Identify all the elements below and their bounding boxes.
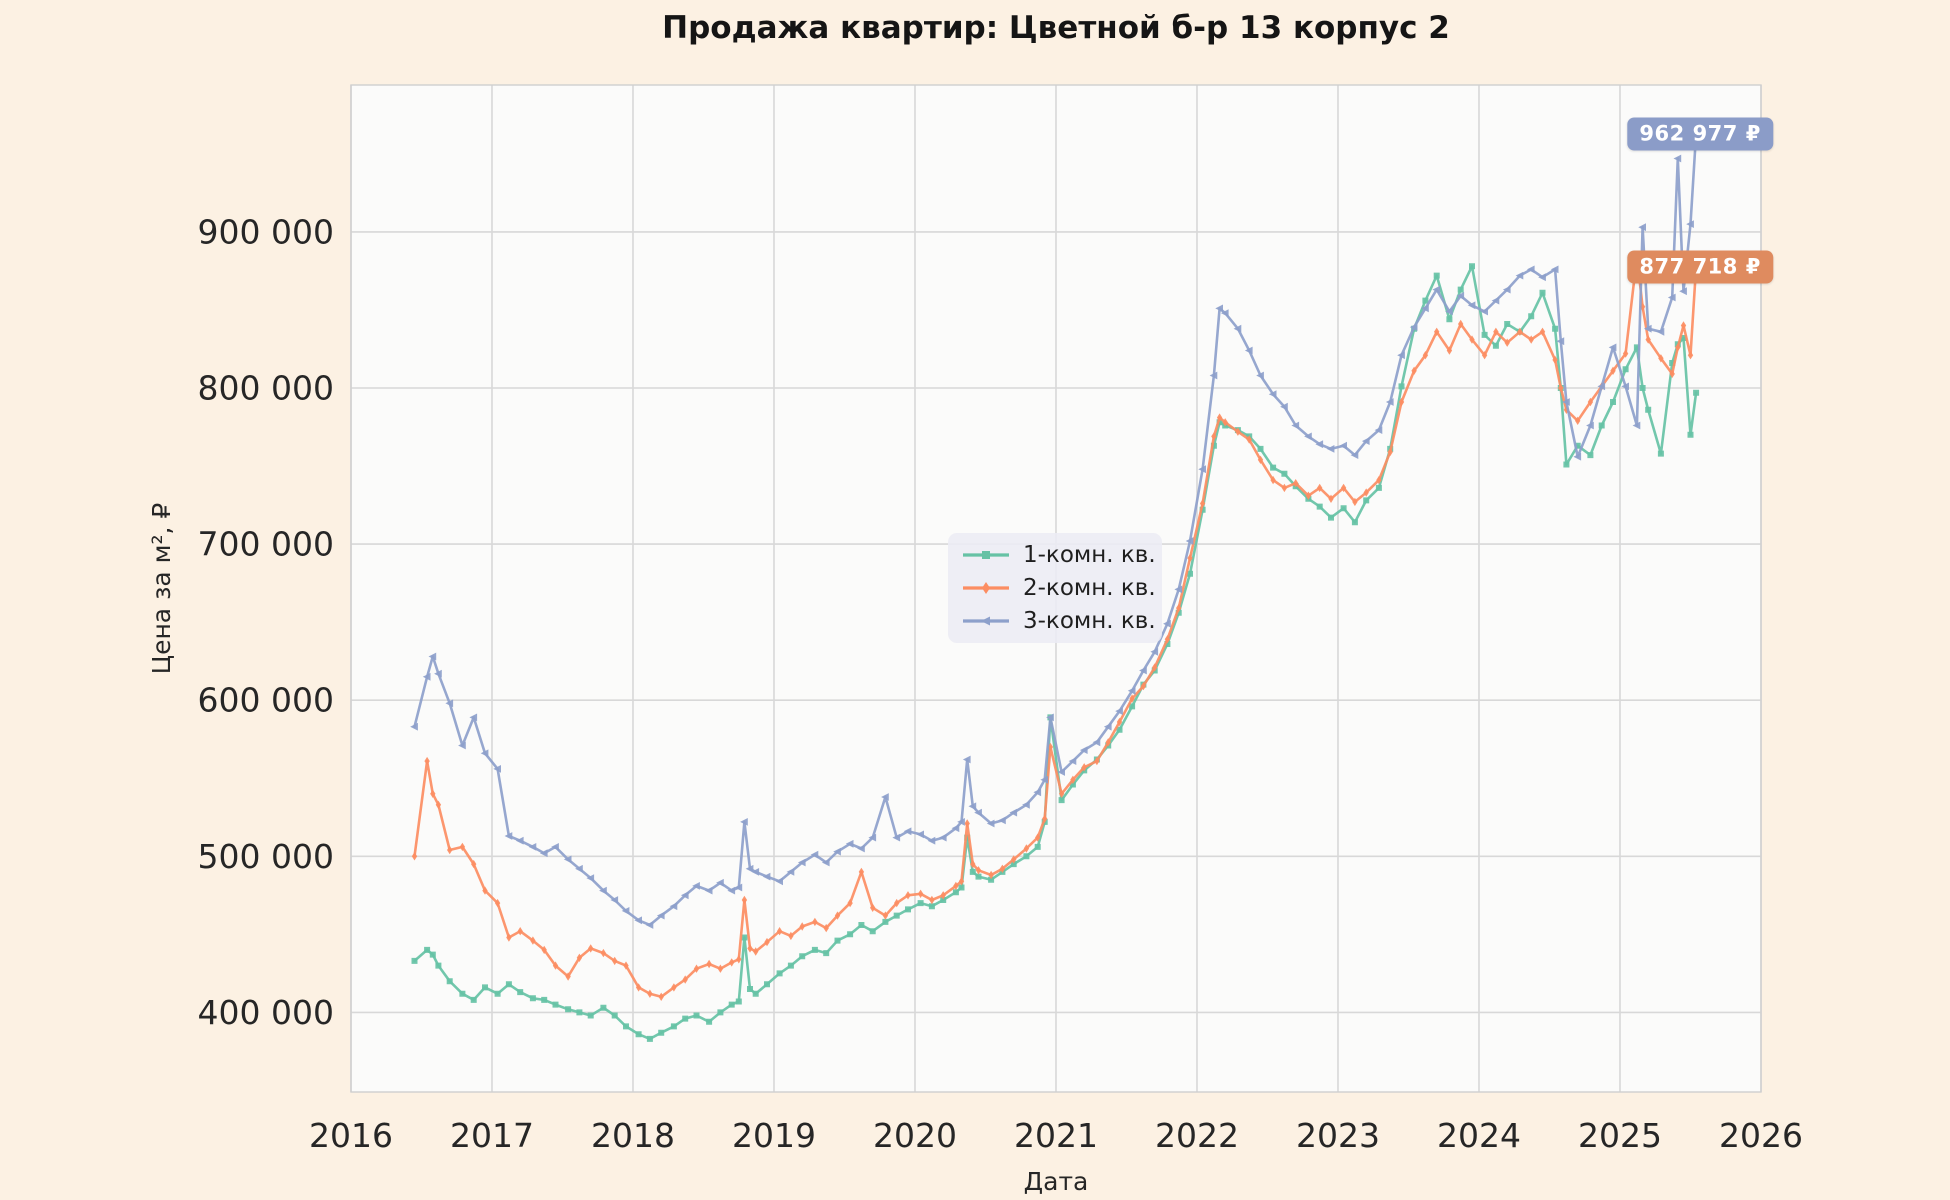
- annotation-3room-price-text: 962 977 ₽: [1639, 121, 1761, 146]
- y-tick-label-900000: 900 000: [198, 212, 334, 251]
- legend-label-3room: 3-комн. кв.: [1023, 608, 1156, 635]
- annotation-2room-final-price: 877 718 ₽: [1627, 250, 1773, 284]
- legend-swatch-3room-icon: [963, 616, 1009, 626]
- legend-swatch-2room-icon: [963, 581, 1009, 594]
- x-tick-label-2020: 2020: [873, 1116, 957, 1155]
- x-tick-label-2021: 2021: [1014, 1116, 1098, 1155]
- x-tick-label-2023: 2023: [1296, 1116, 1380, 1155]
- annotation-2room-price-text: 877 718 ₽: [1639, 254, 1761, 279]
- x-axis-label: Дата: [1024, 1167, 1089, 1196]
- plot-border: [350, 84, 1762, 1093]
- x-tick-label-2016: 2016: [309, 1116, 393, 1155]
- legend-label-1room: 1-комн. кв.: [1023, 541, 1156, 568]
- y-tick-label-700000: 700 000: [198, 525, 334, 564]
- chart-title: Продажа квартир: Цветной б-р 13 корпус 2: [662, 10, 1450, 46]
- x-tick-label-2025: 2025: [1578, 1116, 1662, 1155]
- legend: 1-комн. кв. 2-комн. кв. 3-комн. кв.: [948, 533, 1162, 643]
- x-tick-label-2019: 2019: [732, 1116, 816, 1155]
- legend-swatch-1room-icon: [963, 550, 1009, 559]
- y-axis-label: Цена за м², ₽: [147, 503, 176, 675]
- y-tick-label-500000: 500 000: [198, 837, 334, 876]
- square-marker-icon: [982, 550, 990, 559]
- x-tick-label-2017: 2017: [450, 1116, 534, 1155]
- x-tick-label-2022: 2022: [1155, 1116, 1239, 1155]
- legend-label-2room: 2-комн. кв.: [1023, 574, 1156, 601]
- x-tick-label-2026: 2026: [1719, 1116, 1803, 1155]
- y-tick-label-400000: 400 000: [198, 993, 334, 1032]
- y-tick-label-600000: 600 000: [198, 681, 334, 720]
- legend-item-1room: 1-комн. кв.: [961, 542, 1156, 568]
- triangle-left-marker-icon: [981, 616, 990, 626]
- legend-item-3room: 3-комн. кв.: [961, 608, 1156, 634]
- legend-item-2room: 2-комн. кв.: [961, 575, 1156, 601]
- diamond-marker-icon: [982, 581, 990, 594]
- annotation-3room-final-price: 962 977 ₽: [1627, 117, 1773, 151]
- y-tick-label-800000: 800 000: [198, 368, 334, 407]
- x-tick-label-2024: 2024: [1437, 1116, 1521, 1155]
- x-tick-label-2018: 2018: [591, 1116, 675, 1155]
